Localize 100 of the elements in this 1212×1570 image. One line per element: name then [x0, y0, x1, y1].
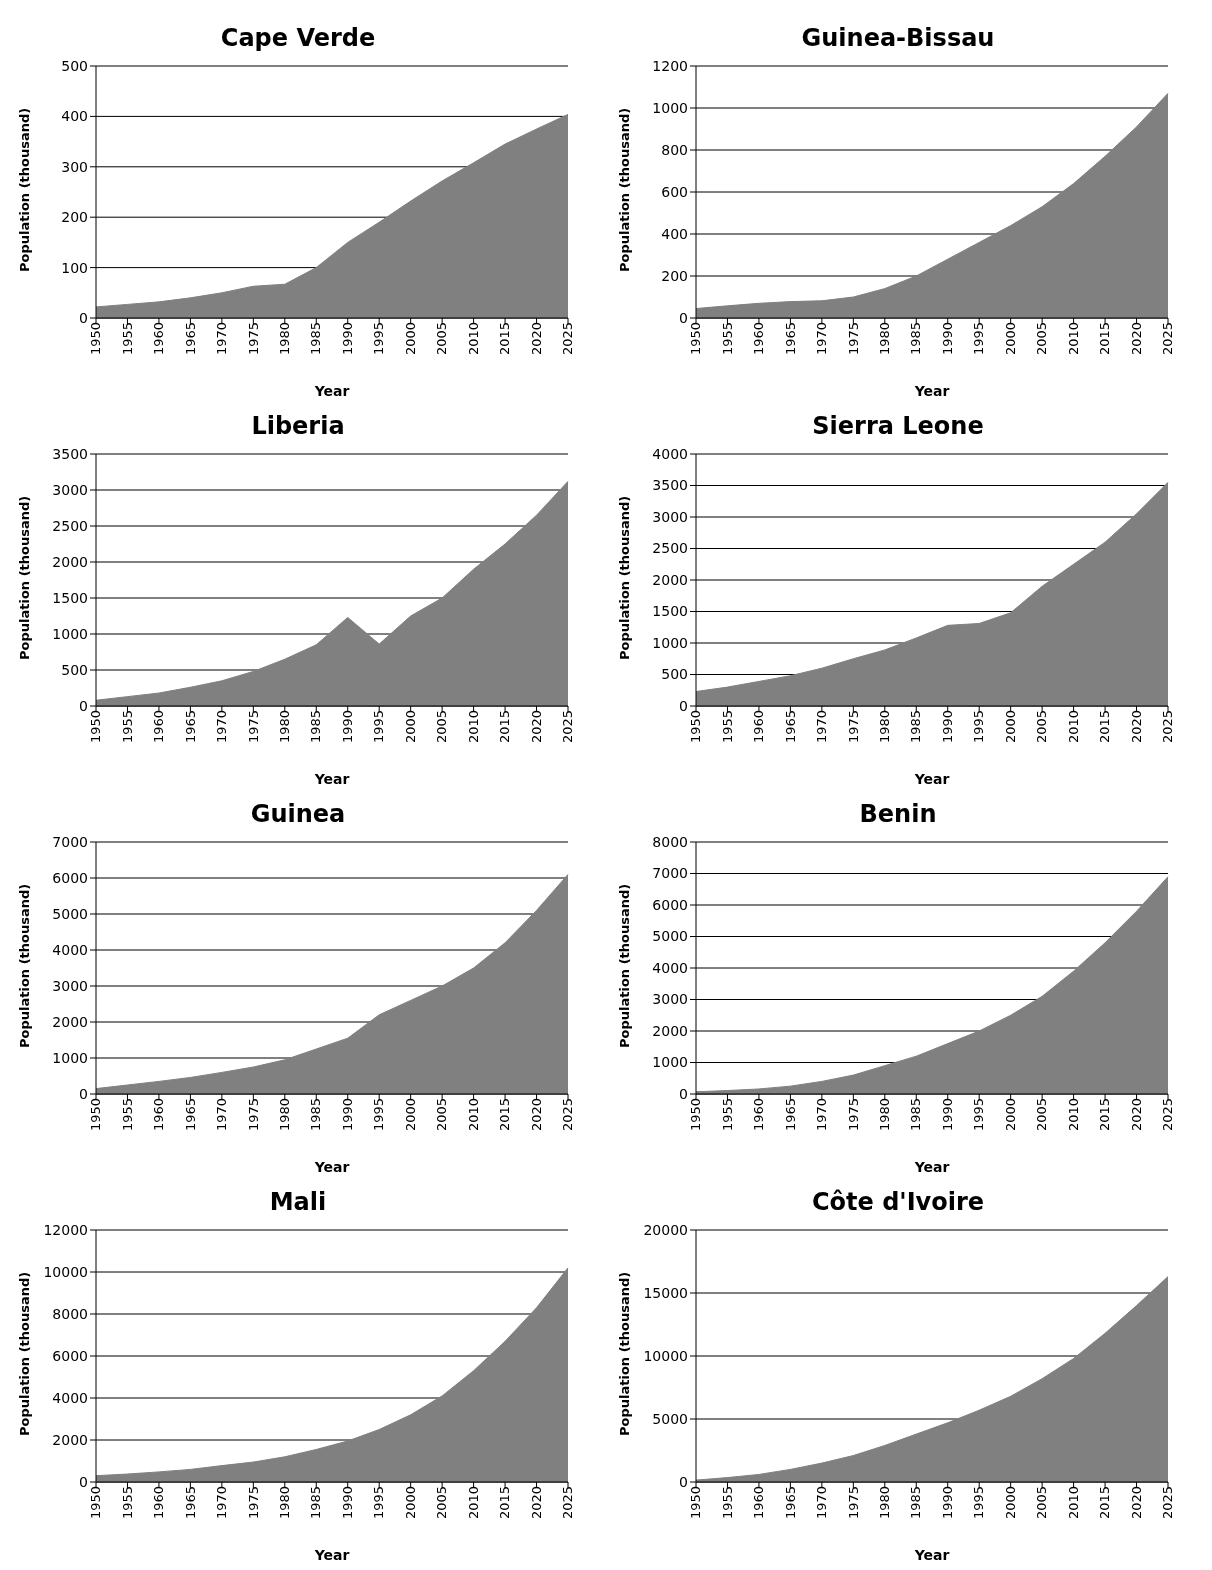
x-tick-label: 1970 [814, 1486, 830, 1520]
y-tick-label: 0 [79, 1473, 88, 1490]
x-tick-label: 2015 [1097, 322, 1113, 356]
x-tick-label: 1985 [308, 1098, 324, 1132]
y-tick-label: 1000 [52, 625, 88, 642]
y-axis-title: Population (thousand) [616, 1271, 632, 1436]
x-tick-label: 1960 [751, 322, 767, 356]
x-tick-label: 1990 [939, 710, 955, 744]
x-tick-label: 1955 [119, 322, 135, 356]
x-tick-label: 2005 [434, 322, 450, 356]
x-tick-label: 1995 [371, 710, 387, 744]
x-tick-label: 2025 [1160, 710, 1176, 744]
x-tick-label: 1950 [688, 710, 704, 744]
x-tick-label: 1980 [877, 1098, 893, 1132]
x-tick-label: 1975 [845, 1486, 861, 1520]
x-tick-label: 1950 [88, 710, 104, 744]
x-tick-label: 1985 [908, 710, 924, 744]
x-axis-title: Year [313, 383, 350, 399]
y-tick-label: 200 [661, 267, 688, 284]
x-tick-label: 1965 [782, 1486, 798, 1520]
x-tick-label: 1985 [308, 710, 324, 744]
x-tick-label: 2010 [465, 710, 481, 744]
y-tick-label: 1000 [652, 634, 688, 651]
x-tick-label: 2015 [1097, 710, 1113, 744]
y-tick-label: 10000 [643, 1347, 688, 1364]
x-tick-label: 2000 [1002, 1486, 1018, 1520]
y-tick-label: 8000 [652, 833, 688, 850]
y-tick-label: 1200 [652, 57, 688, 74]
x-tick-label: 1965 [782, 1098, 798, 1132]
y-axis-title: Population (thousand) [16, 883, 32, 1048]
y-tick-label: 0 [79, 1085, 88, 1102]
y-axis-title: Population (thousand) [616, 107, 632, 272]
x-tick-label: 1955 [719, 710, 735, 744]
x-tick-label: 1980 [277, 1486, 293, 1520]
y-axis-title: Population (thousand) [16, 495, 32, 660]
x-tick-label: 1970 [214, 1098, 230, 1132]
chart-title: Guinea-Bissau [800, 23, 996, 54]
x-tick-label: 2000 [402, 1486, 418, 1520]
x-tick-label: 2005 [1034, 710, 1050, 744]
x-tick-label: 1965 [182, 1486, 198, 1520]
y-tick-label: 3000 [652, 991, 688, 1008]
y-tick-label: 12000 [43, 1221, 88, 1238]
x-tick-label: 1960 [151, 710, 167, 744]
x-tick-label: 2015 [497, 1098, 513, 1132]
x-axis-title: Year [313, 1547, 350, 1563]
x-tick-label: 1985 [308, 1486, 324, 1520]
y-tick-label: 3500 [652, 477, 688, 494]
x-tick-label: 1965 [782, 710, 798, 744]
x-tick-label: 1970 [814, 710, 830, 744]
x-tick-label: 2025 [560, 322, 576, 356]
x-tick-label: 2025 [1160, 1486, 1176, 1520]
x-tick-label: 1955 [119, 1486, 135, 1520]
x-tick-label: 1950 [88, 1098, 104, 1132]
y-tick-label: 7000 [652, 865, 688, 882]
y-tick-label: 500 [61, 661, 88, 678]
y-tick-label: 2000 [52, 553, 88, 570]
x-tick-label: 1950 [688, 1486, 704, 1520]
x-tick-label: 2010 [1065, 1486, 1081, 1520]
x-tick-label: 1990 [339, 1098, 355, 1132]
x-tick-label: 2015 [1097, 1486, 1113, 1520]
x-tick-label: 1995 [971, 322, 987, 356]
y-tick-label: 7000 [52, 833, 88, 850]
x-tick-label: 1950 [688, 322, 704, 356]
x-tick-label: 1960 [751, 1098, 767, 1132]
x-tick-label: 1990 [939, 322, 955, 356]
x-tick-label: 1960 [151, 1098, 167, 1132]
x-tick-label: 2015 [497, 710, 513, 744]
chart-title: Sierra Leone [811, 411, 985, 442]
x-tick-label: 1955 [119, 1098, 135, 1132]
x-tick-label: 2000 [1002, 322, 1018, 356]
y-tick-label: 8000 [52, 1305, 88, 1322]
x-tick-label: 1980 [877, 1486, 893, 1520]
x-tick-label: 1995 [371, 1098, 387, 1132]
y-tick-label: 0 [79, 309, 88, 326]
y-tick-label: 1000 [652, 99, 688, 116]
y-tick-label: 500 [61, 57, 88, 74]
x-tick-label: 1970 [814, 322, 830, 356]
y-axis-title: Population (thousand) [616, 883, 632, 1048]
x-axis-title: Year [313, 1159, 350, 1175]
y-tick-label: 4000 [52, 941, 88, 958]
x-tick-label: 2000 [1002, 710, 1018, 744]
x-tick-label: 2020 [528, 322, 544, 356]
x-tick-label: 1955 [119, 710, 135, 744]
y-tick-label: 3000 [652, 508, 688, 525]
x-tick-label: 2010 [1065, 322, 1081, 356]
x-tick-label: 2000 [402, 710, 418, 744]
y-axis-title: Population (thousand) [616, 495, 632, 660]
x-tick-label: 2025 [560, 710, 576, 744]
x-tick-label: 2020 [1128, 322, 1144, 356]
x-tick-label: 2015 [1097, 1098, 1113, 1132]
x-tick-label: 1995 [971, 1098, 987, 1132]
x-tick-label: 2020 [1128, 1486, 1144, 1520]
y-tick-label: 2000 [52, 1013, 88, 1030]
chart-title: Liberia [250, 411, 346, 442]
x-tick-label: 2020 [1128, 1098, 1144, 1132]
x-tick-label: 1995 [371, 322, 387, 356]
chart-title: Côte d'Ivoire [810, 1187, 986, 1218]
x-tick-label: 1985 [308, 322, 324, 356]
y-tick-label: 600 [661, 183, 688, 200]
x-tick-label: 1975 [245, 710, 261, 744]
